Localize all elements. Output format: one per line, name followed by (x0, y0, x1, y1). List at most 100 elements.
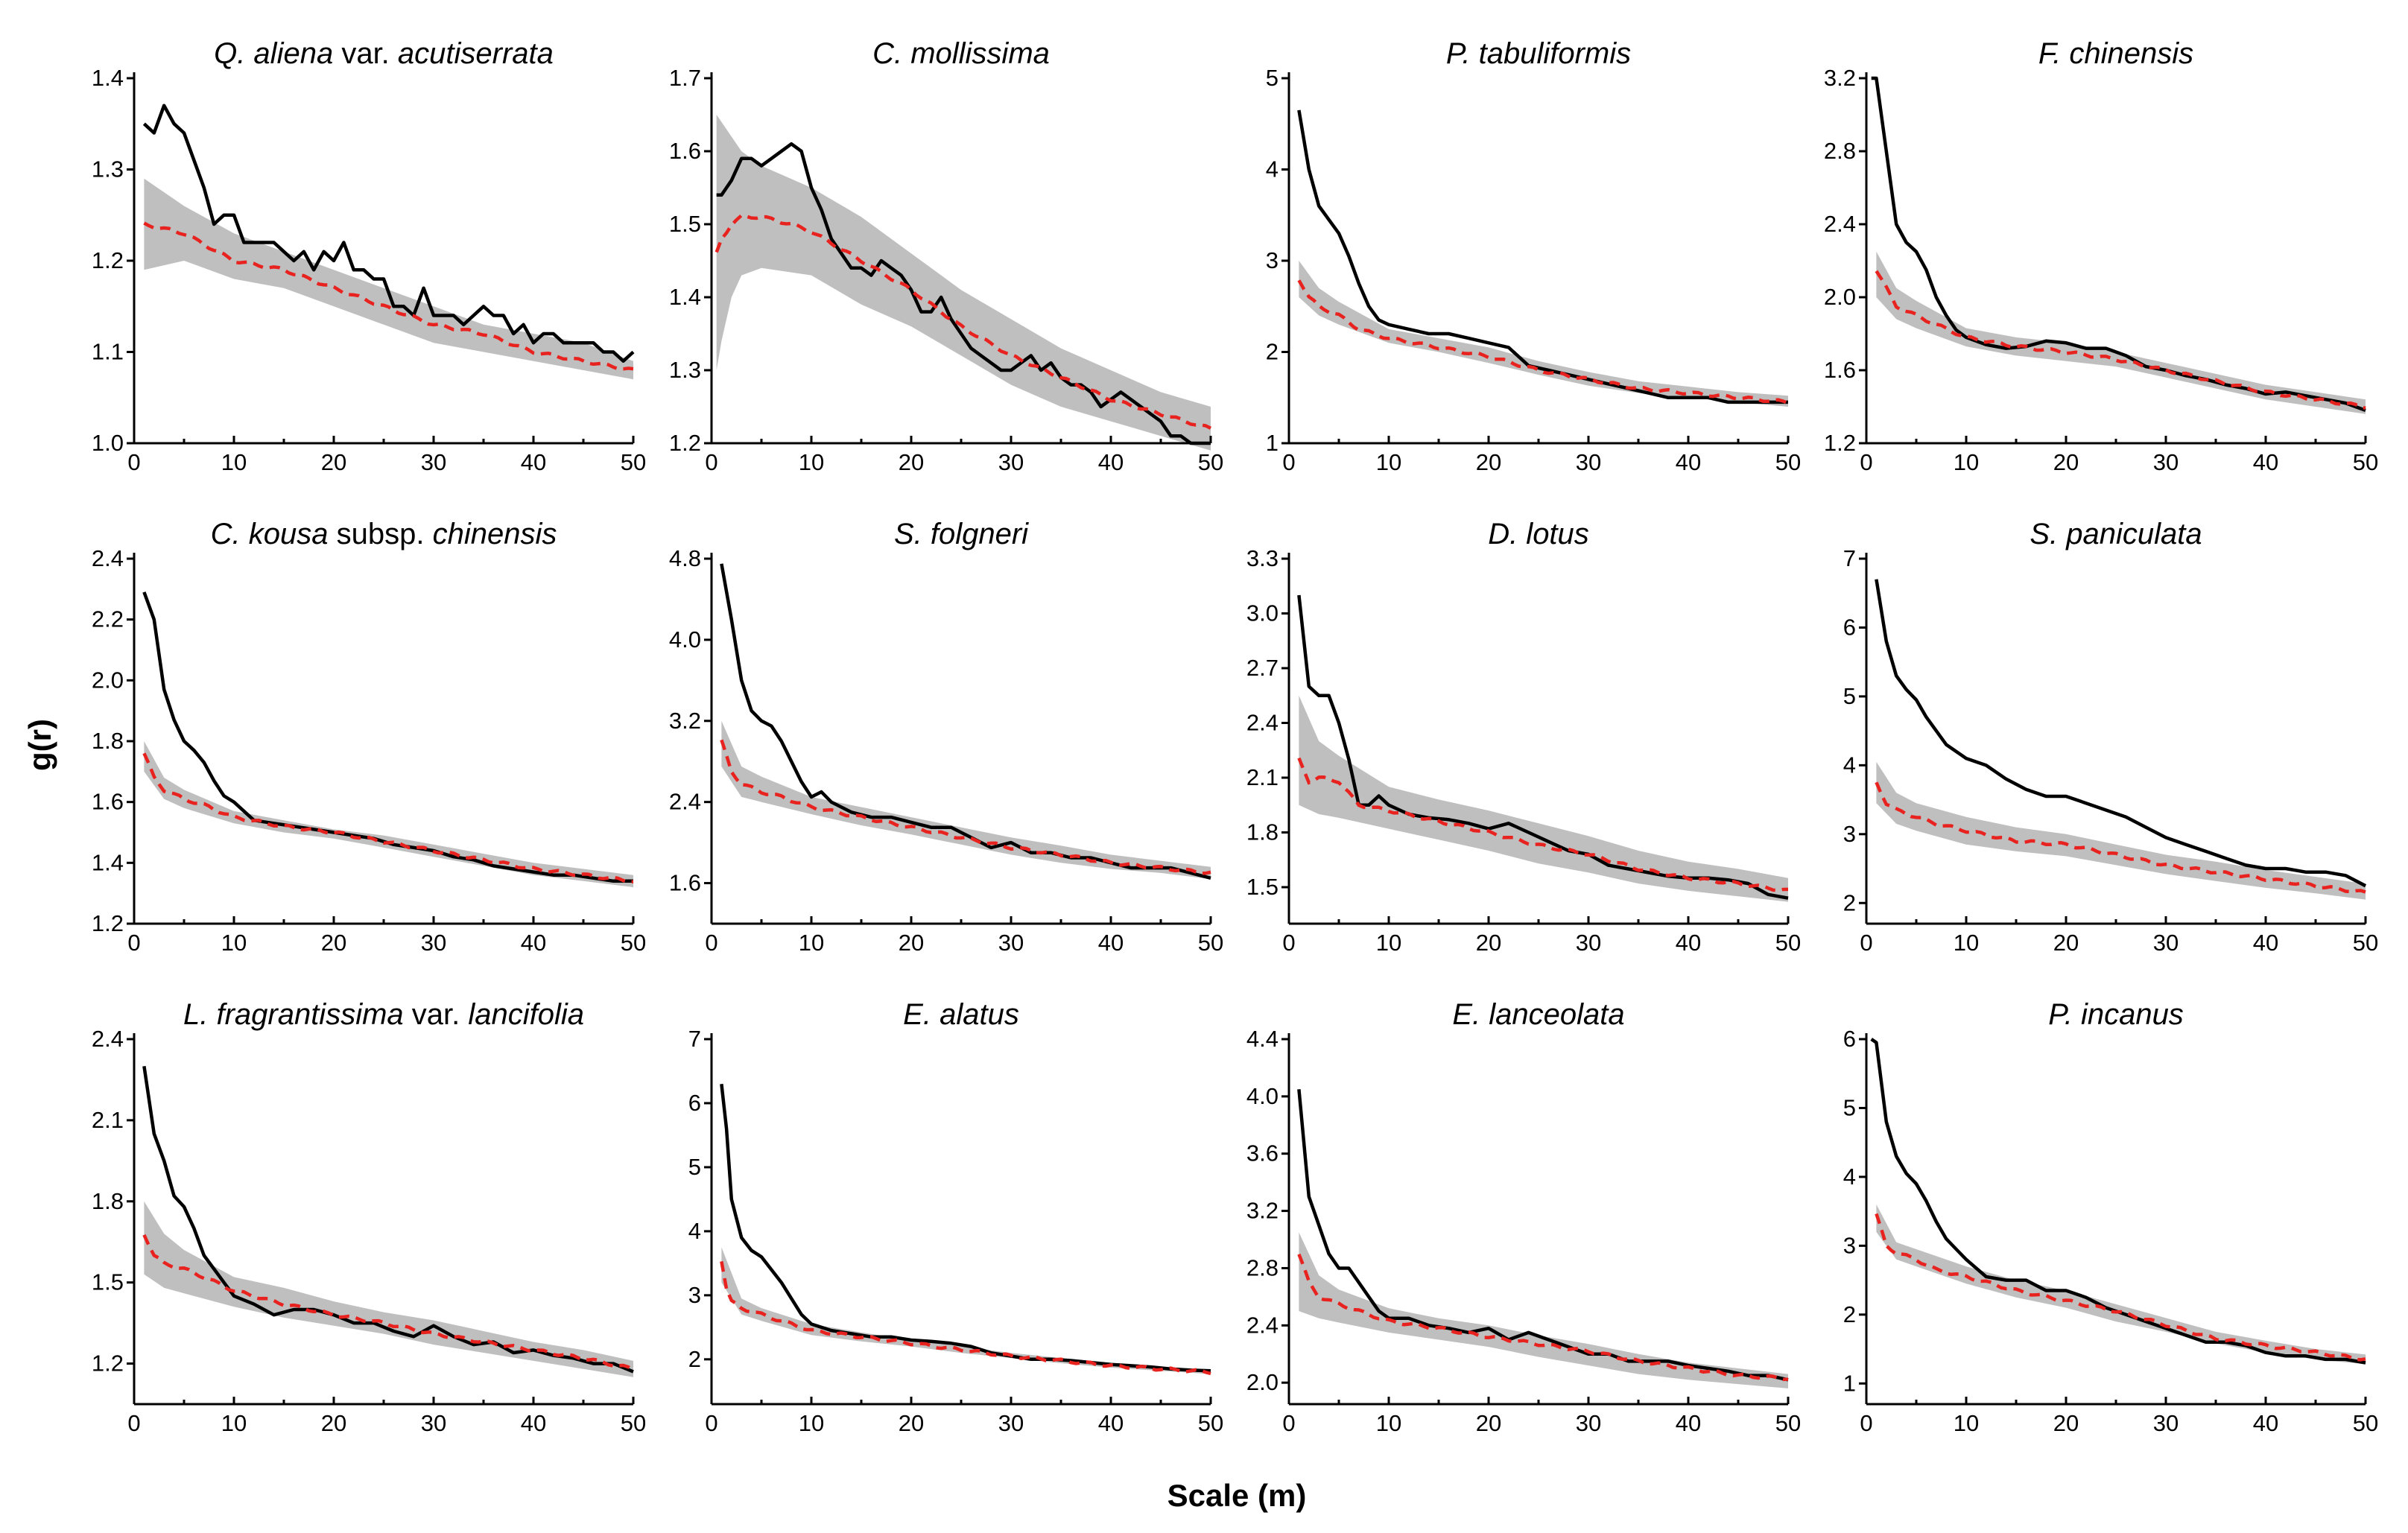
mean-line (720, 739, 1211, 875)
y-tick-label: 3.3 (1246, 545, 1279, 571)
x-tick-label: 10 (221, 930, 247, 956)
y-tick-label: 3 (688, 1282, 701, 1308)
observed-line (716, 142, 1211, 445)
observed-line (1297, 110, 1788, 404)
x-tick-label: 20 (2053, 449, 2079, 475)
y-tick-label: 1.7 (669, 65, 701, 91)
x-tick-label: 40 (1676, 449, 1701, 475)
x-tick-label: 10 (799, 449, 824, 475)
y-tick-label: 1.2 (92, 910, 124, 936)
y-tick-label: 6 (688, 1090, 701, 1116)
x-tick-label: 10 (799, 1410, 824, 1436)
y-tick-label: 4.4 (1246, 1026, 1279, 1052)
x-tick-label: 30 (2153, 930, 2179, 956)
envelope-band (144, 1201, 633, 1377)
observed-line (1871, 76, 2366, 413)
x-tick-label: 40 (1098, 449, 1124, 475)
y-tick-label: 1.4 (92, 849, 124, 875)
panel-title: S. folgneri (894, 518, 1029, 550)
y-tick-label: 1.2 (92, 247, 124, 273)
x-tick-label: 0 (127, 449, 140, 475)
y-tick-label: 1.8 (1246, 819, 1279, 845)
x-tick-label: 10 (1376, 930, 1401, 956)
envelope-band (144, 178, 633, 380)
y-tick-label: 5 (1266, 65, 1279, 91)
y-tick-label: 2.8 (1246, 1254, 1279, 1280)
y-tick-label: 6 (1843, 1026, 1856, 1052)
y-tick-label: 4 (1843, 1164, 1856, 1190)
envelope-band (1876, 251, 2366, 414)
panel-title-segment: var. (333, 37, 398, 70)
y-tick-label: 1.3 (669, 357, 701, 383)
y-tick-label: 3.2 (1824, 65, 1856, 91)
x-tick-label: 40 (1098, 1410, 1124, 1436)
y-tick-label: 2.4 (92, 1026, 124, 1052)
envelope-band (721, 1247, 1211, 1374)
panel-title-segment: C. kousa (211, 518, 329, 550)
x-tick-label: 30 (421, 449, 446, 475)
panel-title-segment: S. folgneri (894, 518, 1029, 550)
y-tick-label: 7 (1843, 545, 1856, 571)
x-tick-label: 50 (621, 1410, 646, 1436)
y-tick-label: 1.6 (1824, 357, 1856, 383)
y-tick-label: 3 (1843, 1232, 1856, 1258)
x-tick-label: 30 (421, 930, 446, 956)
y-tick-label: 2 (1843, 1301, 1856, 1327)
panel-title: F. chinensis (2038, 37, 2193, 70)
panel-title: L. fragrantissima var. lancifolia (183, 998, 584, 1031)
x-tick-label: 50 (1775, 930, 1801, 956)
panel-title-segment: D. lotus (1488, 518, 1589, 550)
y-tick-label: 1.5 (669, 211, 701, 237)
envelope-band (1299, 1232, 1788, 1388)
y-tick-label: 1.8 (92, 1188, 124, 1214)
y-tick-label: 2.4 (92, 545, 124, 571)
y-tick-label: 1.5 (92, 1269, 124, 1295)
x-tick-label: 0 (1860, 449, 1872, 475)
panel-title: C. mollissima (872, 37, 1050, 70)
y-tick-label: 3.2 (669, 708, 701, 734)
x-tick-label: 10 (799, 930, 824, 956)
x-tick-label: 40 (2253, 1410, 2278, 1436)
observed-line (1297, 1089, 1789, 1382)
y-tick-label: 2 (688, 1346, 701, 1372)
x-tick-label: 50 (621, 930, 646, 956)
panel-title-segment: chinensis (433, 518, 557, 550)
mean-line (142, 1234, 635, 1371)
y-tick-label: 1.1 (92, 339, 124, 365)
x-tick-label: 20 (899, 930, 924, 956)
y-tick-label: 2.0 (92, 667, 124, 693)
x-tick-label: 10 (1954, 1410, 1979, 1436)
y-tick-label: 2.4 (1824, 211, 1856, 237)
y-tick-label: 1.2 (92, 1350, 124, 1377)
y-tick-label: 4.0 (669, 626, 701, 653)
panel-title-segment: S. paniculata (2030, 518, 2202, 550)
x-tick-label: 50 (1775, 449, 1801, 475)
y-tick-label: 3.0 (1246, 600, 1279, 626)
y-tick-label: 2.1 (92, 1107, 124, 1133)
x-tick-label: 10 (221, 449, 247, 475)
x-tick-label: 50 (1198, 930, 1223, 956)
y-tick-label: 1.6 (669, 870, 701, 896)
x-tick-label: 10 (1954, 449, 1979, 475)
envelope-band (1299, 261, 1788, 407)
mean-line (715, 213, 1212, 430)
panel-title: E. alatus (903, 998, 1019, 1031)
y-tick-label: 7 (688, 1026, 701, 1052)
panel-title-segment: lancifolia (468, 998, 584, 1031)
y-tick-label: 1 (1266, 430, 1279, 456)
y-tick-label: 1.2 (1824, 430, 1856, 456)
x-tick-label: 50 (2353, 449, 2378, 475)
x-tick-label: 40 (521, 930, 546, 956)
chart-panel-8: 0 10 20 30 40 50 2 3 4 5 6 7 S. paniculata (1843, 518, 2378, 956)
chart-panel-6: 0 10 20 30 40 50 1.6 2.4 3.2 4.0 4.8 S. folgneri (669, 518, 1223, 956)
panel-title: Q. aliena var. acutiserrata (214, 37, 554, 70)
chart-panel-9: 0 10 20 30 40 50 1.2 1.5 1.8 2.1 2.4 L. fragrantiss… (92, 998, 646, 1436)
x-tick-label: 30 (998, 1410, 1024, 1436)
envelope-band (1876, 761, 2366, 900)
y-tick-label: 6 (1843, 614, 1856, 640)
panel-title-segment: E. lanceolata (1452, 998, 1624, 1031)
x-tick-label: 30 (998, 930, 1024, 956)
x-tick-label: 0 (1282, 449, 1295, 475)
panel-title: C. kousa subsp. chinensis (211, 518, 557, 550)
x-tick-label: 50 (1775, 1410, 1801, 1436)
